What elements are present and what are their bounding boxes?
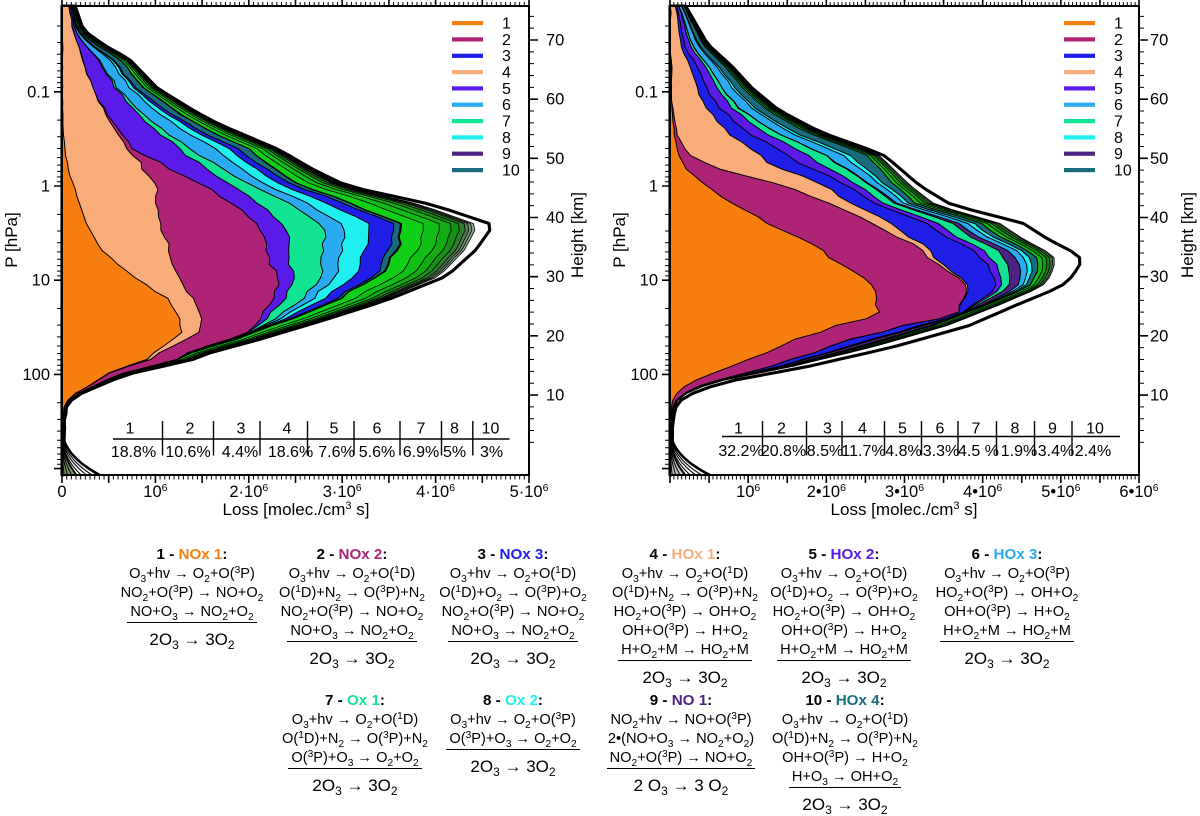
svg-text:8: 8	[502, 130, 511, 147]
svg-text:10: 10	[502, 163, 520, 180]
svg-text:Height [km]: Height [km]	[1178, 192, 1197, 278]
svg-text:0.1: 0.1	[635, 83, 658, 101]
svg-text:6: 6	[373, 421, 382, 438]
svg-text:P [hPa]: P [hPa]	[610, 212, 629, 267]
svg-text:50: 50	[1150, 150, 1168, 168]
svg-text:5: 5	[898, 421, 907, 438]
svg-text:20: 20	[546, 327, 564, 345]
svg-text:Loss [molec./cm3 s]: Loss [molec./cm3 s]	[831, 500, 978, 519]
svg-text:9: 9	[502, 146, 511, 163]
svg-text:0.1: 0.1	[27, 83, 50, 101]
svg-text:P [hPa]: P [hPa]	[2, 212, 21, 267]
svg-text:7.6%: 7.6%	[318, 444, 354, 461]
svg-text:100: 100	[22, 366, 50, 384]
svg-text:5.6%: 5.6%	[359, 444, 395, 461]
svg-text:8: 8	[1011, 421, 1020, 438]
svg-text:20: 20	[1150, 327, 1168, 345]
svg-text:70: 70	[1150, 32, 1168, 50]
svg-text:2: 2	[186, 421, 195, 438]
svg-text:4.4%: 4.4%	[222, 444, 258, 461]
svg-text:8.5%: 8.5%	[807, 443, 843, 460]
svg-text:5•106: 5•106	[1041, 482, 1080, 501]
svg-text:18.6%: 18.6%	[268, 444, 313, 461]
svg-text:106: 106	[736, 482, 760, 501]
svg-text:Height [km]: Height [km]	[568, 192, 587, 278]
svg-text:1: 1	[649, 178, 658, 196]
svg-text:11.7%: 11.7%	[841, 443, 885, 460]
svg-text:5%: 5%	[443, 444, 466, 461]
svg-text:9: 9	[1114, 146, 1123, 163]
svg-text:Loss [molec./cm3 s]: Loss [molec./cm3 s]	[223, 500, 370, 519]
svg-text:50: 50	[546, 150, 564, 168]
svg-text:1: 1	[1114, 16, 1123, 33]
svg-text:4: 4	[502, 65, 511, 82]
svg-text:6.9%: 6.9%	[403, 444, 439, 461]
svg-text:5: 5	[502, 81, 511, 98]
svg-text:4•106: 4•106	[963, 482, 1002, 501]
svg-text:3•106: 3•106	[885, 482, 924, 501]
svg-text:2·106: 2·106	[229, 482, 268, 501]
svg-text:10: 10	[482, 421, 500, 438]
svg-text:60: 60	[546, 91, 564, 109]
svg-text:2: 2	[502, 32, 511, 49]
svg-text:5: 5	[1114, 81, 1123, 98]
svg-text:9: 9	[1048, 421, 1057, 438]
svg-text:10: 10	[546, 387, 564, 405]
svg-text:3: 3	[502, 48, 511, 65]
svg-text:8: 8	[450, 421, 459, 438]
svg-text:70: 70	[546, 32, 564, 50]
svg-text:10: 10	[1114, 163, 1132, 180]
svg-text:7: 7	[1114, 114, 1123, 131]
svg-text:6•106: 6•106	[1119, 482, 1158, 501]
svg-text:60: 60	[1150, 91, 1168, 109]
svg-text:0: 0	[57, 483, 66, 501]
svg-text:10.6%: 10.6%	[165, 444, 210, 461]
svg-text:10: 10	[1086, 421, 1104, 438]
svg-text:1: 1	[41, 178, 50, 196]
svg-text:106: 106	[143, 482, 167, 501]
svg-text:2•106: 2•106	[807, 482, 846, 501]
svg-text:3%: 3%	[480, 444, 503, 461]
svg-text:10: 10	[640, 272, 658, 290]
svg-text:5: 5	[330, 421, 339, 438]
svg-text:3: 3	[823, 421, 832, 438]
svg-text:10: 10	[32, 272, 50, 290]
svg-text:6: 6	[936, 421, 945, 438]
svg-text:4.5 %: 4.5 %	[958, 443, 999, 460]
svg-text:3: 3	[1114, 48, 1123, 65]
svg-text:10: 10	[1150, 387, 1168, 405]
svg-text:32.2%: 32.2%	[718, 443, 763, 460]
svg-text:7: 7	[417, 421, 426, 438]
svg-text:1: 1	[126, 421, 135, 438]
svg-text:2: 2	[777, 421, 786, 438]
svg-text:6: 6	[1114, 97, 1123, 114]
svg-text:1: 1	[502, 16, 511, 33]
svg-text:4.8%: 4.8%	[885, 443, 921, 460]
svg-text:4: 4	[858, 421, 867, 438]
svg-text:6: 6	[502, 97, 511, 114]
svg-text:2.4%: 2.4%	[1075, 443, 1111, 460]
svg-text:8: 8	[1114, 130, 1123, 147]
svg-text:40: 40	[546, 209, 564, 227]
svg-text:1: 1	[734, 421, 743, 438]
svg-text:2: 2	[1114, 32, 1123, 49]
svg-text:30: 30	[1150, 268, 1168, 286]
svg-text:7: 7	[972, 421, 981, 438]
svg-text:18.8%: 18.8%	[111, 444, 156, 461]
svg-text:4: 4	[283, 421, 292, 438]
svg-text:4: 4	[1114, 65, 1123, 82]
svg-text:3: 3	[237, 421, 246, 438]
svg-text:3·106: 3·106	[323, 482, 362, 501]
svg-text:40: 40	[1150, 209, 1168, 227]
svg-text:4·106: 4·106	[416, 482, 455, 501]
svg-text:3.3%: 3.3%	[923, 443, 959, 460]
svg-text:30: 30	[546, 268, 564, 286]
svg-text:7: 7	[502, 114, 511, 131]
svg-text:1.9%: 1.9%	[1001, 443, 1037, 460]
svg-text:3.4%: 3.4%	[1038, 443, 1074, 460]
svg-text:5·106: 5·106	[510, 482, 549, 501]
svg-text:100: 100	[630, 366, 658, 384]
svg-text:20.8%: 20.8%	[761, 443, 806, 460]
